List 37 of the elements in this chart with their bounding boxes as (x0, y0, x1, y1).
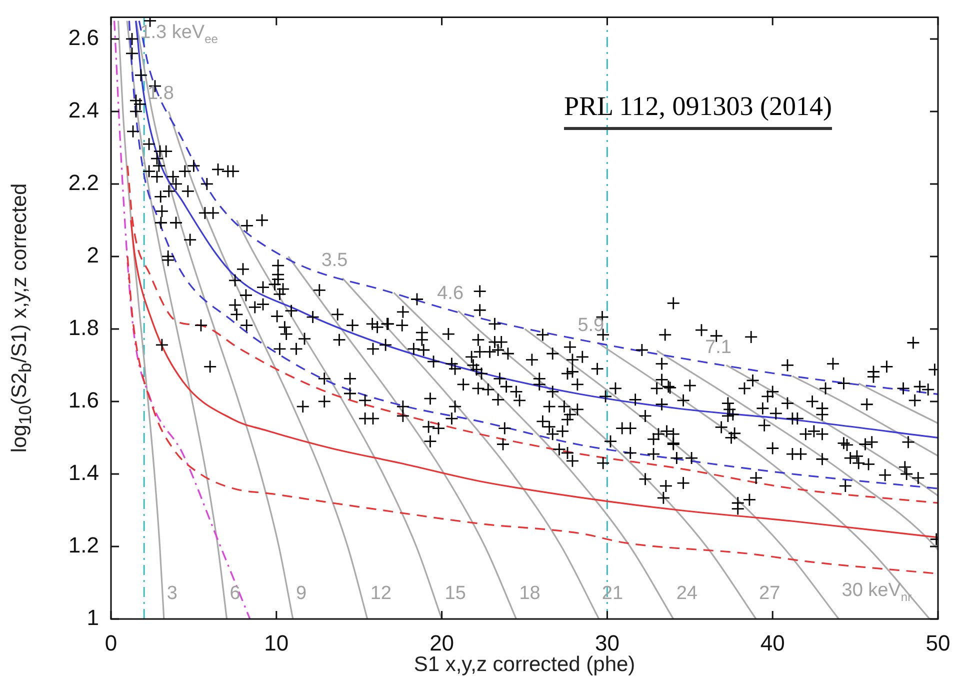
y-tick-label: 2 (86, 242, 99, 268)
line-series (135, 20, 294, 619)
y-tick-label: 1.4 (68, 460, 99, 486)
annotation: 4.6 (437, 282, 464, 304)
y-tick-label: 2.2 (68, 170, 99, 196)
x-tick-label: 40 (760, 630, 785, 656)
annotation: 21 (602, 583, 624, 604)
annotation: 1.3 keV$_{ee}$ (140, 22, 218, 46)
y-tick-label: 1.2 (68, 532, 99, 558)
line-series (168, 110, 368, 619)
annotation: 18 (519, 583, 540, 604)
line-series (114, 20, 251, 619)
annotation: 3 (166, 583, 178, 604)
annotation: 30 keV$_{nr}$ (842, 580, 912, 604)
annotation: 27 (759, 583, 780, 604)
annotation: 3.5 (321, 250, 348, 272)
line-series (725, 364, 938, 497)
annotation: 9 (296, 583, 307, 604)
annotation: 6 (230, 583, 240, 604)
y-tick-label: 2.4 (68, 98, 99, 123)
y-tick-label: 2.6 (68, 25, 99, 50)
annotation: 15 (444, 583, 466, 604)
y-tick-label: 1.6 (68, 388, 99, 413)
line-series (126, 20, 228, 619)
x-tick-label: 10 (264, 630, 289, 656)
annotation: 12 (370, 583, 392, 604)
x-tick-label: 20 (430, 630, 454, 656)
annotation: PRL 112, 091303 (2014) (563, 91, 833, 122)
x-tick-label: 30 (594, 630, 620, 656)
y-tick-label: 1.8 (68, 315, 99, 340)
x-tick-label: 0 (104, 630, 118, 656)
x-tick-label: 50 (926, 630, 950, 656)
annotation: 5.9 (578, 315, 604, 336)
y-tick-label: 1 (86, 605, 99, 630)
annotation: 7.1 (705, 337, 732, 358)
x-axis-title: S1 x,y,z corrected (phe) (414, 653, 636, 676)
annotation: 24 (676, 583, 698, 604)
